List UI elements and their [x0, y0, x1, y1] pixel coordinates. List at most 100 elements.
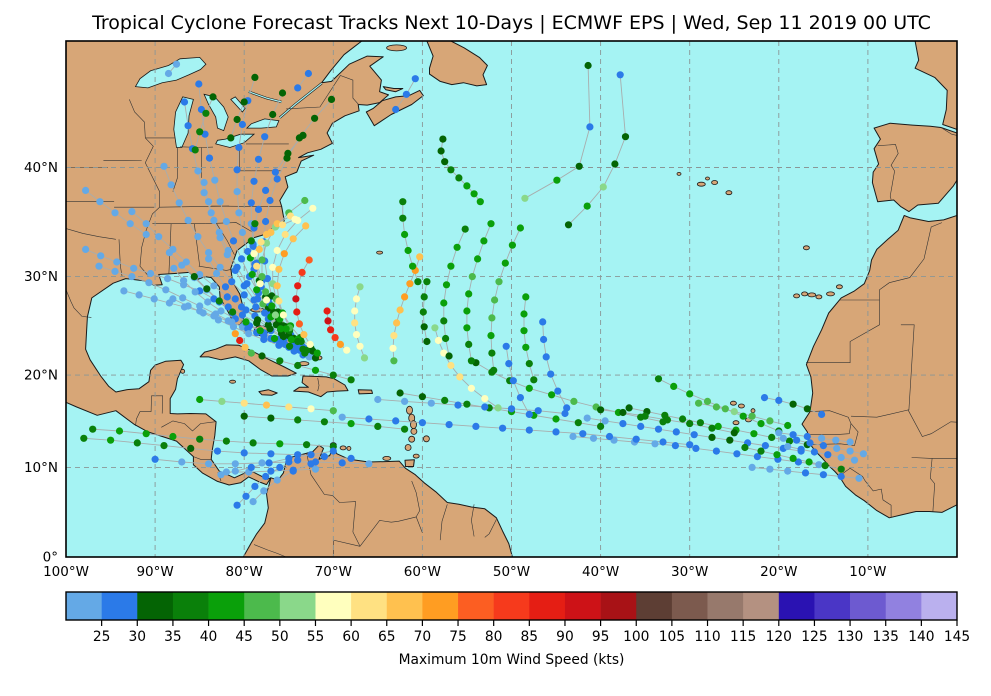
track-point	[304, 69, 312, 78]
island	[730, 400, 737, 406]
track-point	[95, 262, 103, 270]
track-point	[637, 422, 645, 430]
track-point	[262, 288, 270, 296]
island	[382, 455, 392, 461]
colorbar-segment	[814, 592, 851, 620]
track-point	[262, 401, 271, 409]
track-point	[679, 415, 687, 423]
track-point	[564, 221, 573, 229]
track-point	[205, 249, 213, 257]
border-line	[907, 409, 957, 437]
track-point	[584, 61, 592, 70]
border-line	[129, 99, 146, 138]
track-point	[501, 259, 509, 267]
track-point	[209, 93, 217, 101]
track-point	[231, 295, 239, 303]
track-point	[712, 403, 721, 411]
track-point	[494, 404, 502, 412]
track-point	[784, 421, 792, 430]
land-jamaica	[258, 389, 278, 396]
figure-title: Tropical Cyclone Forecast Tracks Next 10…	[92, 12, 931, 34]
track-point	[196, 128, 204, 136]
colorbar-segment	[921, 592, 958, 620]
track-point	[331, 334, 339, 342]
track-point	[262, 239, 271, 247]
track-point	[236, 336, 244, 345]
track-point	[789, 400, 797, 408]
track-point	[238, 228, 246, 236]
track-point	[447, 262, 455, 270]
track-point	[455, 174, 463, 182]
track-point	[632, 435, 640, 443]
track-point	[231, 330, 239, 338]
island	[676, 171, 682, 176]
track-point	[295, 320, 303, 328]
track-point	[846, 447, 854, 455]
track-point	[440, 299, 448, 307]
track-point	[164, 275, 172, 283]
track-point	[463, 324, 471, 332]
track-point	[766, 465, 774, 473]
track-point	[191, 146, 199, 154]
track-point	[311, 114, 319, 122]
colorbar-tick-label: 35	[164, 629, 182, 645]
track-point	[167, 181, 175, 189]
y-tick-label: 10°N	[24, 460, 58, 476]
track-point	[399, 214, 407, 222]
track-point	[406, 280, 414, 288]
border-line	[879, 222, 943, 300]
colorbar-tick-label: 25	[93, 629, 111, 645]
colorbar-tick-label: 120	[766, 629, 792, 645]
track-point	[285, 454, 293, 462]
track-point	[806, 439, 814, 447]
island	[803, 245, 810, 251]
track-point	[262, 217, 270, 226]
island	[826, 291, 835, 297]
track-point	[218, 397, 226, 405]
track-point	[481, 403, 489, 411]
track-point	[508, 241, 516, 249]
track-point	[440, 349, 448, 357]
track-point	[389, 344, 397, 352]
island	[732, 420, 740, 426]
track-point	[250, 296, 258, 304]
track-point	[227, 134, 235, 142]
track-point	[251, 482, 259, 490]
track-point	[401, 397, 409, 405]
track-point	[269, 110, 277, 119]
island	[696, 181, 706, 187]
border-line	[850, 324, 915, 418]
track-point	[205, 255, 213, 263]
track-point	[184, 122, 192, 130]
x-tick-label: 30°W	[671, 564, 708, 580]
colorbar-tick-label: 110	[694, 629, 720, 645]
track-point	[329, 371, 337, 379]
track-point	[440, 317, 448, 325]
track-point	[601, 417, 609, 425]
track-point	[128, 273, 136, 281]
track-point	[214, 316, 222, 324]
track-point	[336, 340, 344, 348]
track-point	[229, 237, 238, 245]
border-line	[808, 423, 859, 446]
track-point	[307, 460, 315, 468]
track-point	[237, 255, 246, 263]
border-line	[286, 75, 360, 110]
track-point	[240, 291, 248, 299]
track-point	[286, 342, 294, 350]
track-point	[818, 434, 826, 442]
track-point	[525, 426, 533, 434]
track-point	[299, 131, 307, 139]
track-point	[753, 453, 762, 461]
island	[376, 250, 384, 255]
track-point	[761, 442, 770, 450]
track-point	[488, 349, 496, 357]
colorbar-tick-label: 130	[837, 629, 863, 645]
track-point	[172, 60, 181, 68]
track-point	[271, 311, 279, 319]
track-line	[475, 362, 664, 423]
colorbar-tick-label: 100	[623, 629, 649, 645]
track-point	[441, 158, 449, 166]
track-point	[307, 405, 315, 413]
track-point	[268, 302, 276, 310]
